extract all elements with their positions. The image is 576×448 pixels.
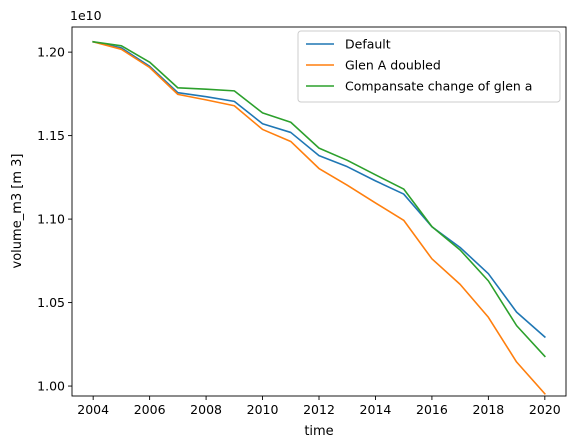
legend: Default Glen A doubled Compansate change o… (297, 30, 561, 103)
legend-label: Default (345, 37, 391, 52)
y-tick-label: 1.15 (37, 128, 65, 143)
y-offset-label: 1e10 (70, 8, 102, 23)
legend-label: Compansate change of glen a (345, 79, 532, 94)
y-tick-label: 1.00 (37, 379, 65, 394)
y-tick-label: 1.20 (37, 45, 65, 60)
series-line-1 (92, 40, 546, 339)
series-layer (92, 40, 546, 395)
x-axis: 2004 2006 2008 2010 2012 2014 2016 2018 2020 (77, 396, 561, 417)
x-tick-label: 2012 (303, 402, 335, 417)
legend-box (297, 30, 561, 103)
series-line-3 (92, 40, 546, 358)
series-line-2 (92, 40, 546, 395)
y-axis: 1.00 1.05 1.10 1.15 1.20 (37, 45, 72, 394)
y-axis-label: volume_m3 [m 3] (10, 154, 25, 269)
y-tick-label: 1.10 (37, 212, 65, 227)
x-tick-label: 2020 (529, 402, 561, 417)
x-axis-label: time (304, 424, 333, 439)
y-tick-label: 1.05 (37, 295, 65, 310)
x-tick-label: 2016 (416, 402, 448, 417)
x-tick-label: 2008 (190, 402, 222, 417)
x-tick-label: 2018 (472, 402, 504, 417)
x-tick-label: 2004 (77, 402, 109, 417)
x-tick-label: 2014 (360, 402, 392, 417)
x-tick-label: 2010 (247, 402, 279, 417)
x-tick-label: 2006 (134, 402, 166, 417)
legend-label: Glen A doubled (345, 58, 441, 73)
